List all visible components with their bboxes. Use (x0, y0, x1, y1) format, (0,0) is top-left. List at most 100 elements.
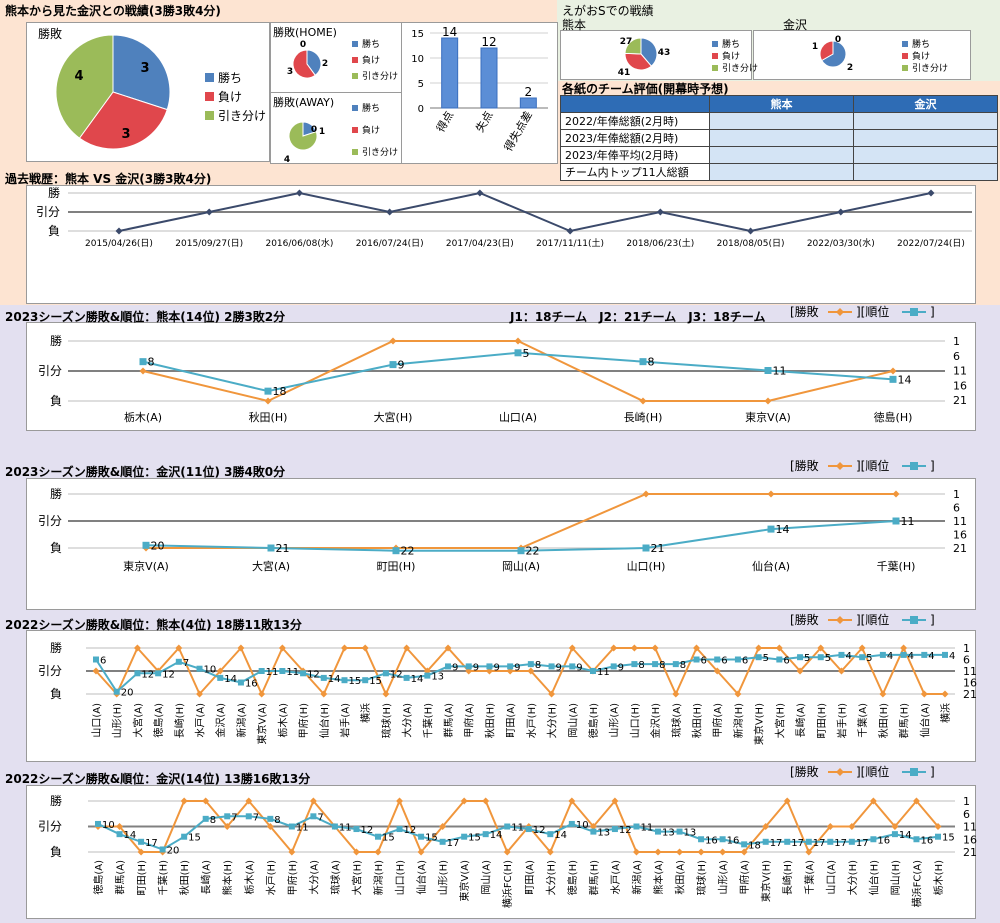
bar (480, 47, 498, 109)
result-point (266, 823, 274, 830)
result-point (548, 690, 556, 698)
rank-value-label: 4 (908, 651, 914, 662)
rank-point (514, 349, 522, 357)
top-title: 熊本から見た金沢との戦績(3勝3敗4分) (5, 4, 221, 18)
result-point (566, 227, 574, 235)
category-label: 横浜 (359, 703, 372, 723)
eval-header-kanazawa: 金沢 (853, 95, 998, 113)
rank-value-label: 14 (411, 674, 424, 685)
rank-point (935, 833, 941, 840)
legend-swatch (352, 73, 358, 79)
category-label: 横浜 (939, 703, 952, 723)
category-label: 仙台(H) (318, 703, 331, 738)
pie-value-label: 3 (121, 127, 130, 142)
category-label: 仙台(H) (867, 860, 880, 895)
rank-tick-label: 1 (963, 642, 970, 655)
rank-point (396, 826, 403, 833)
rank-point (568, 820, 575, 827)
result-point (912, 797, 920, 805)
rank-value-label: 9 (452, 662, 458, 673)
result-point (869, 797, 877, 805)
result-point (202, 797, 210, 805)
result-point (900, 644, 908, 652)
rank-point (486, 663, 493, 670)
result-axis-label: 負 (50, 394, 62, 408)
egao-kanazawa-panel (753, 30, 971, 80)
result-point (92, 667, 100, 675)
rank-value-label: 6 (721, 656, 727, 667)
rank-value-label: 5 (804, 653, 810, 664)
rank-value-label: 12 (390, 669, 403, 680)
category-label: 横浜FC(H) (501, 860, 514, 908)
rank-value-label: 10 (204, 665, 217, 676)
rank-point (507, 663, 514, 670)
result-point (817, 644, 825, 652)
category-label: 栃木(H) (932, 860, 945, 895)
result-point (196, 690, 204, 698)
rank-point (375, 833, 381, 840)
rank-value-label: 17 (813, 838, 826, 849)
pie-slice (292, 49, 316, 79)
category-label: 山口(H) (629, 703, 641, 738)
result-point (139, 367, 147, 375)
bar-category-label: 失点 (473, 109, 495, 135)
bar-tick-label: 10 (411, 54, 424, 65)
category-label: 甲府(A) (738, 860, 751, 895)
egao-title: えがおSでの戦績 (562, 4, 654, 18)
rank-value-label: 11 (640, 823, 653, 834)
bar-value-label: 2 (525, 85, 533, 99)
rank-tick-label: 6 (963, 654, 970, 667)
rank-value-label: 14 (776, 523, 790, 536)
rank-point (461, 833, 468, 840)
result-axis-label: 勝 (50, 793, 62, 808)
rank-point (445, 663, 452, 670)
legend-rank-label: ][順位 (856, 458, 889, 473)
rank-point (258, 668, 265, 674)
rank-point (482, 831, 489, 838)
legend-label: 引き分け (218, 109, 266, 123)
category-label: 秋田(H) (691, 703, 704, 738)
result-axis-label: 負 (50, 541, 62, 555)
rank-value-label: 4 (949, 651, 955, 662)
category-label: 千葉(A) (803, 860, 816, 895)
category-label: 岩手(H) (835, 703, 848, 738)
rank-point (331, 823, 338, 830)
legend-swatch (902, 53, 908, 59)
rank-point (817, 654, 824, 661)
rank-point (382, 670, 389, 677)
category-label: 山口(H) (627, 560, 666, 573)
category-label: 山形(A) (609, 703, 621, 738)
rank-point (517, 547, 525, 555)
category-label: 町田(H) (137, 860, 148, 895)
legend-swatch (205, 111, 214, 120)
result-axis-label: 負 (48, 224, 60, 238)
rank-point (838, 651, 845, 658)
category-label: 長崎(H) (624, 410, 663, 424)
rank-value-label: 21 (276, 542, 290, 555)
pie-title: 勝敗(AWAY) (273, 95, 334, 109)
category-label: 2015/04/26(日) (85, 238, 153, 249)
category-label: 東京V(A) (745, 410, 791, 424)
legend-label: 引き分け (362, 71, 398, 82)
rank-value-label: 5 (825, 653, 831, 664)
rank-value-label: 14 (898, 373, 912, 386)
pie-title: 勝敗 (38, 26, 62, 41)
legend-result-marker (836, 616, 844, 624)
rank-point (362, 677, 369, 684)
rank-point (181, 833, 188, 840)
result-point (589, 823, 597, 830)
rank-point (611, 826, 618, 833)
result-point (137, 848, 145, 856)
legend-label: 負け (218, 90, 242, 104)
rank-point (676, 828, 683, 835)
result-point (374, 848, 382, 856)
result-point (651, 644, 659, 652)
result-axis-label: 勝 (48, 185, 60, 200)
rank-point (224, 813, 231, 820)
rank-point (805, 838, 812, 845)
pie-value-label: 3 (140, 61, 149, 76)
rank-value-label: 11 (773, 365, 787, 378)
category-label: 大分(H) (546, 703, 559, 738)
rank-value-label: 6 (100, 656, 106, 667)
pie-value-label: 4 (74, 69, 83, 84)
